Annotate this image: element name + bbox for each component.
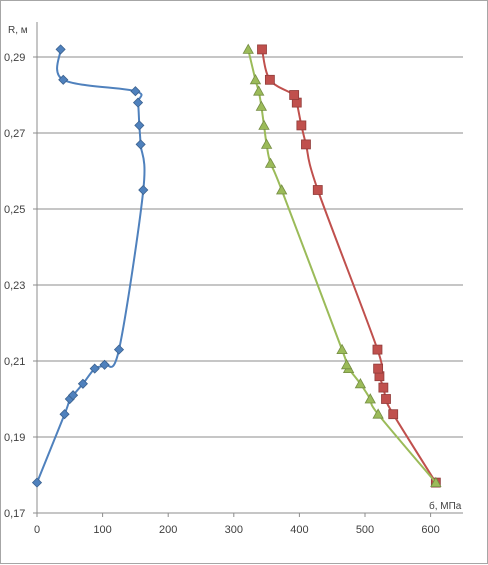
data-point bbox=[77, 378, 88, 389]
x-tick-label: 400 bbox=[290, 524, 308, 536]
data-point bbox=[378, 382, 389, 393]
data-point bbox=[264, 157, 277, 168]
data-point bbox=[68, 390, 79, 401]
series-2 bbox=[257, 44, 441, 488]
data-point bbox=[354, 377, 367, 389]
y-tick-label: 0,23 bbox=[4, 280, 25, 292]
y-tick-label: 0,29 bbox=[4, 52, 25, 64]
x-tick-label: 500 bbox=[356, 524, 374, 536]
data-point bbox=[381, 394, 391, 404]
x-tick-label: 600 bbox=[421, 524, 439, 536]
series-line bbox=[36, 49, 146, 483]
x-tick-label: 100 bbox=[93, 524, 111, 536]
x-tick-label: 300 bbox=[225, 524, 243, 536]
data-point bbox=[296, 120, 307, 131]
data-point bbox=[242, 43, 254, 54]
data-point bbox=[258, 119, 270, 130]
data-point bbox=[430, 476, 442, 488]
data-point bbox=[312, 185, 323, 195]
data-point bbox=[257, 44, 267, 55]
data-point bbox=[289, 90, 300, 100]
data-point bbox=[255, 100, 268, 111]
data-point bbox=[276, 184, 288, 195]
data-point bbox=[134, 120, 145, 131]
data-point bbox=[260, 138, 273, 149]
data-point bbox=[340, 358, 353, 370]
x-tick-label: 0 bbox=[34, 524, 40, 536]
data-point bbox=[55, 44, 66, 55]
data-point bbox=[264, 74, 275, 85]
data-point bbox=[253, 85, 265, 96]
data-point bbox=[373, 363, 384, 374]
x-tick-label: 200 bbox=[159, 524, 177, 536]
data-point bbox=[58, 74, 69, 85]
y-tick-label: 0,17 bbox=[4, 508, 25, 520]
data-point bbox=[89, 363, 100, 374]
series-layer bbox=[31, 43, 442, 488]
y-tick-label: 0,19 bbox=[4, 432, 25, 444]
series-3 bbox=[242, 43, 442, 488]
x-axis-title: б, МПа bbox=[429, 500, 462, 512]
series-1 bbox=[31, 44, 149, 488]
data-point bbox=[59, 409, 70, 420]
grid bbox=[37, 56, 463, 438]
data-point bbox=[138, 184, 149, 196]
data-point bbox=[31, 477, 43, 488]
y-tick-label: 0,25 bbox=[4, 204, 25, 216]
series-line bbox=[247, 49, 437, 484]
data-point bbox=[130, 86, 141, 97]
data-point bbox=[135, 139, 146, 150]
data-point bbox=[301, 139, 311, 150]
axes bbox=[33, 22, 463, 517]
y-tick-label: 0,27 bbox=[4, 128, 25, 140]
data-point bbox=[336, 343, 348, 355]
data-point bbox=[364, 393, 376, 404]
series-line bbox=[261, 49, 437, 484]
y-axis-title: R, м bbox=[8, 25, 28, 36]
data-point bbox=[113, 344, 125, 355]
labels: R, м б, МПа 0,17 0,19 0,21 0,23 0,25 0,27 0,29… bbox=[4, 25, 462, 536]
data-point bbox=[372, 344, 383, 355]
data-point bbox=[99, 359, 110, 370]
y-tick-label: 0,21 bbox=[4, 356, 25, 368]
data-point bbox=[249, 73, 262, 85]
data-point bbox=[132, 97, 144, 108]
data-point bbox=[372, 408, 384, 419]
data-point bbox=[388, 409, 399, 420]
